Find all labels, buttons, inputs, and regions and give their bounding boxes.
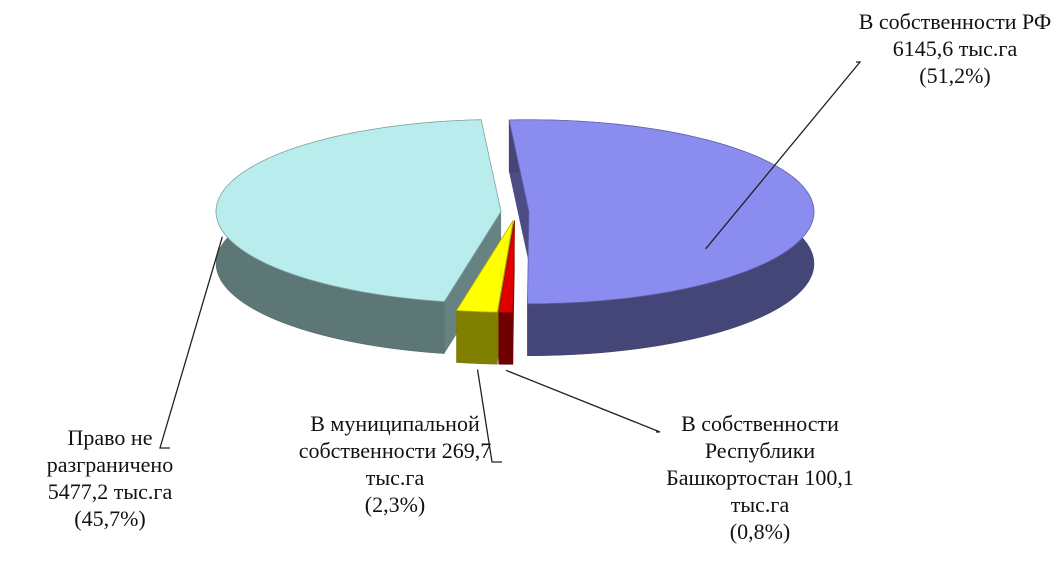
slice-label: В муниципальной собственности 269,7 тыс.…: [285, 410, 505, 518]
slice: [498, 220, 515, 313]
category-label: В собственности Республики Башкортостан: [666, 411, 839, 490]
value-label: (51,2%): [919, 63, 991, 88]
value-label: (2,3%): [364, 492, 426, 517]
slice: [215, 119, 502, 303]
value-label: (0,8%): [729, 519, 791, 544]
slice: [455, 220, 514, 313]
amount-label: 5477,2 тыс.га: [47, 479, 173, 504]
amount-label: 269,7 тыс.га: [365, 438, 492, 490]
value-label: (45,7%): [74, 506, 146, 531]
slice-side: [456, 310, 498, 365]
slice-label: В собственности РФ 6145,6 тыс.га (51,2%): [850, 8, 1060, 89]
leader-line: [159, 236, 223, 449]
amount-label: 6145,6 тыс.га: [892, 36, 1018, 61]
category-label: В муниципальной собственности: [298, 411, 480, 463]
slice-side: [498, 311, 514, 365]
amount-label: 100,1 тыс.га: [730, 465, 854, 517]
category-label: Право не разграничено: [46, 425, 174, 477]
slice: [508, 119, 815, 305]
leader-line: [476, 369, 502, 463]
category-label: В собственности РФ: [858, 9, 1052, 34]
leader-line: [505, 369, 661, 433]
slice-label: В собственности Республики Башкортостан …: [640, 410, 880, 545]
slice-label: Право не разграничено 5477,2 тыс.га (45,7…: [20, 424, 200, 532]
leader-line: [705, 61, 862, 250]
